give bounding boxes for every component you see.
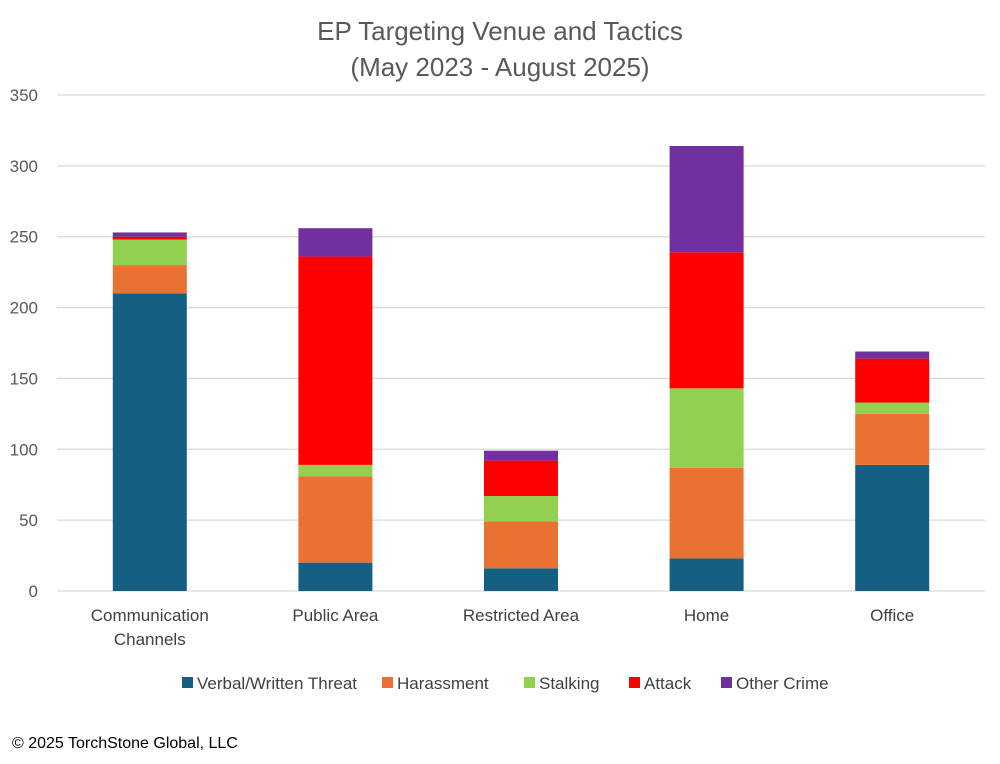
legend-swatch bbox=[382, 677, 393, 688]
bar-segment bbox=[669, 558, 744, 591]
y-tick-label: 350 bbox=[10, 86, 38, 105]
bar-segment bbox=[484, 496, 558, 522]
bar-segment bbox=[112, 239, 187, 266]
legend-label: Stalking bbox=[539, 674, 599, 693]
bar-segment bbox=[855, 402, 930, 414]
bar-segment bbox=[484, 521, 558, 569]
bar-segment bbox=[484, 460, 558, 497]
x-category-label: Office bbox=[870, 606, 914, 625]
y-tick-label: 0 bbox=[29, 582, 38, 601]
x-category-label: Public Area bbox=[292, 606, 379, 625]
bar-segment bbox=[112, 236, 187, 240]
bar-segment bbox=[298, 228, 373, 257]
chart-title-line: EP Targeting Venue and Tactics bbox=[317, 16, 683, 46]
legend-swatch bbox=[182, 677, 193, 688]
legend-label: Attack bbox=[644, 674, 692, 693]
bar-segment bbox=[112, 293, 187, 591]
bar-segment bbox=[298, 476, 373, 563]
copyright-footer: © 2025 TorchStone Global, LLC bbox=[12, 735, 238, 752]
bar-segment bbox=[298, 562, 373, 591]
bar-segment bbox=[855, 413, 930, 465]
bar-segment bbox=[298, 464, 373, 477]
chart-title-line: (May 2023 - August 2025) bbox=[350, 52, 649, 82]
bar-segment bbox=[669, 388, 744, 468]
bar-segment bbox=[484, 568, 558, 591]
legend-label: Harassment bbox=[397, 674, 489, 693]
x-category-label: Communication bbox=[91, 606, 209, 625]
legend-swatch bbox=[721, 677, 732, 688]
x-category-label: Channels bbox=[114, 630, 186, 649]
y-tick-label: 50 bbox=[19, 511, 38, 530]
legend-label: Other Crime bbox=[736, 674, 829, 693]
bar-segment bbox=[298, 256, 373, 465]
legend-swatch bbox=[629, 677, 640, 688]
bar-segment bbox=[669, 252, 744, 389]
legend-label: Verbal/Written Threat bbox=[197, 674, 357, 693]
y-tick-label: 250 bbox=[10, 228, 38, 247]
legend-swatch bbox=[524, 677, 535, 688]
y-tick-label: 200 bbox=[10, 299, 38, 318]
y-tick-label: 100 bbox=[10, 440, 38, 459]
bar-segment bbox=[669, 146, 744, 253]
bar-segment bbox=[484, 450, 558, 461]
bar-segment bbox=[669, 467, 744, 559]
bar-segment bbox=[855, 464, 930, 591]
bar-segment bbox=[112, 265, 187, 294]
y-tick-label: 150 bbox=[10, 369, 38, 388]
x-category-label: Home bbox=[684, 606, 729, 625]
x-category-label: Restricted Area bbox=[463, 606, 580, 625]
y-tick-label: 300 bbox=[10, 157, 38, 176]
bar-segment bbox=[855, 358, 930, 403]
bar-segment bbox=[855, 351, 930, 359]
bar-segment bbox=[112, 232, 187, 237]
